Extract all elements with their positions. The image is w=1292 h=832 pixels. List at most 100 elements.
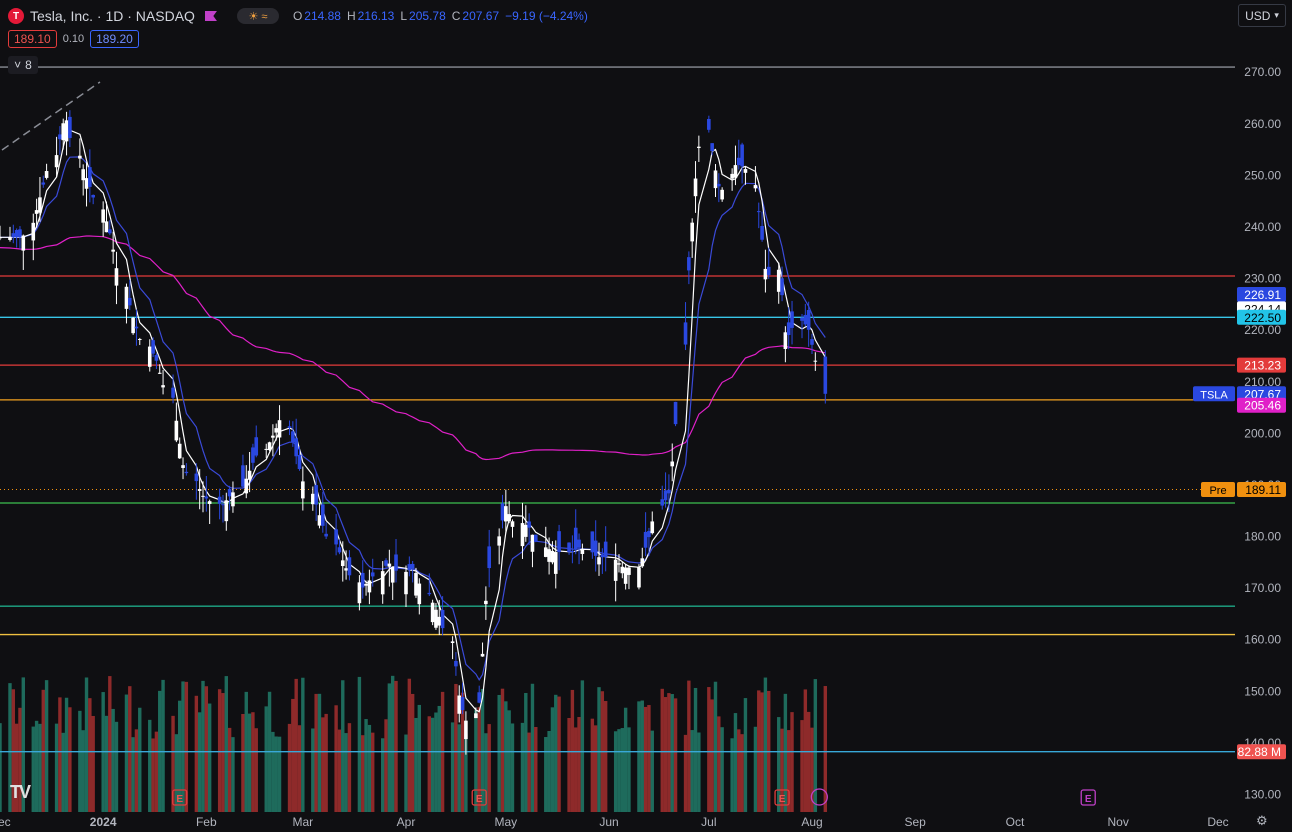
- candle-body: [623, 567, 628, 584]
- candle-body: [427, 592, 432, 595]
- volume-bar: [124, 694, 129, 812]
- candle-body: [78, 155, 82, 159]
- volume-bar: [271, 731, 275, 812]
- volume-bar: [178, 700, 182, 812]
- candle-body: [474, 713, 478, 719]
- volume-bar: [454, 683, 458, 812]
- candle-body: [347, 557, 352, 576]
- candle-body: [394, 554, 398, 571]
- volume-bar: [504, 701, 508, 812]
- gear-icon[interactable]: ⚙: [1256, 813, 1268, 828]
- candle-body: [197, 489, 202, 491]
- volume-bar: [314, 693, 318, 812]
- candle-body: [111, 249, 115, 252]
- candle-body: [743, 169, 748, 173]
- candle-body: [763, 268, 768, 280]
- candle-body: [487, 546, 491, 569]
- candle-body: [567, 542, 571, 553]
- volume-bar: [500, 688, 505, 812]
- volume-bar: [530, 683, 535, 812]
- x-tick-label: Oct: [1006, 815, 1025, 829]
- candle-body: [221, 504, 225, 506]
- indicators-toggle[interactable]: ˅ 8: [8, 56, 38, 74]
- volume-bar: [580, 680, 585, 812]
- candle-body: [370, 572, 375, 577]
- volume-bar: [484, 733, 488, 812]
- candle-body: [780, 278, 784, 296]
- candle-body: [151, 340, 155, 354]
- volume-bar: [301, 677, 305, 812]
- candle-body: [803, 314, 808, 325]
- candle-body: [181, 465, 185, 468]
- candle-body: [267, 442, 272, 451]
- volume-bar: [524, 692, 528, 812]
- candle-body: [88, 167, 92, 187]
- volume-bar: [637, 701, 641, 812]
- volume-bar: [707, 687, 711, 812]
- volume-bar: [547, 730, 551, 812]
- volume-bar: [154, 731, 159, 812]
- candle-body: [570, 551, 575, 553]
- volume-bar: [640, 700, 644, 812]
- symbol-title[interactable]: Tesla, Inc. · 1D · NASDAQ: [30, 8, 195, 24]
- volume-bar: [111, 708, 115, 812]
- label-226-box: [1237, 287, 1286, 303]
- volume-bar: [683, 734, 688, 812]
- session-toggle[interactable]: ☀ ≈: [236, 8, 279, 24]
- volume-bar: [18, 707, 22, 812]
- volume-bar: [68, 707, 72, 812]
- candle-body: [590, 531, 595, 553]
- flag-icon[interactable]: [204, 11, 217, 21]
- volume-bar: [534, 726, 538, 812]
- currency-selector[interactable]: USD ▾: [1238, 4, 1286, 27]
- volume-bar: [207, 703, 212, 812]
- candle-body: [600, 554, 605, 558]
- y-tick-label: 250.00: [1244, 168, 1281, 182]
- candle-body: [620, 566, 625, 574]
- tradingview-logo[interactable]: TV: [10, 782, 31, 802]
- volume-bar: [8, 683, 12, 812]
- candle-body: [810, 339, 814, 345]
- candle-body: [404, 571, 408, 595]
- candle-body: [271, 435, 275, 438]
- candle-body: [157, 372, 162, 374]
- candle-body: [8, 237, 12, 240]
- volume-bar: [384, 719, 388, 812]
- volume-bar: [477, 707, 481, 812]
- volume-bar: [171, 715, 175, 812]
- volume-bar: [660, 688, 664, 812]
- y-tick-label: 210.00: [1244, 375, 1281, 389]
- volume-bar: [457, 724, 461, 812]
- indicators-count: 8: [25, 58, 32, 72]
- ohlc-c-label: C: [451, 9, 461, 23]
- candle-body: [823, 356, 828, 394]
- candle-body: [337, 547, 342, 553]
- candle-body: [507, 514, 511, 522]
- volume-bar: [650, 730, 654, 812]
- sell-button[interactable]: 189.10: [8, 30, 57, 48]
- candle-body: [134, 326, 139, 329]
- candle-body: [434, 609, 438, 628]
- volume-bar: [753, 726, 758, 812]
- volume-bar: [264, 706, 268, 812]
- candle-body: [127, 297, 132, 306]
- volume-bar: [231, 737, 235, 812]
- spread-value: 0.10: [62, 33, 85, 45]
- candle-body: [580, 548, 585, 554]
- candle-body: [277, 420, 282, 438]
- volume-bar: [627, 727, 631, 812]
- y-tick-label: 200.00: [1244, 426, 1281, 440]
- ohlc-high: 216.13: [357, 9, 395, 23]
- candle-body: [597, 557, 601, 565]
- candle-body: [390, 567, 395, 583]
- x-tick-label: Sep: [904, 815, 926, 829]
- candle-body: [241, 465, 245, 487]
- ohlc-close: 207.67: [462, 9, 500, 23]
- candle-body: [786, 322, 791, 335]
- volume-bar: [184, 681, 189, 812]
- buy-button[interactable]: 189.20: [90, 30, 139, 48]
- candle-body: [0, 237, 2, 239]
- candle-body: [64, 120, 69, 142]
